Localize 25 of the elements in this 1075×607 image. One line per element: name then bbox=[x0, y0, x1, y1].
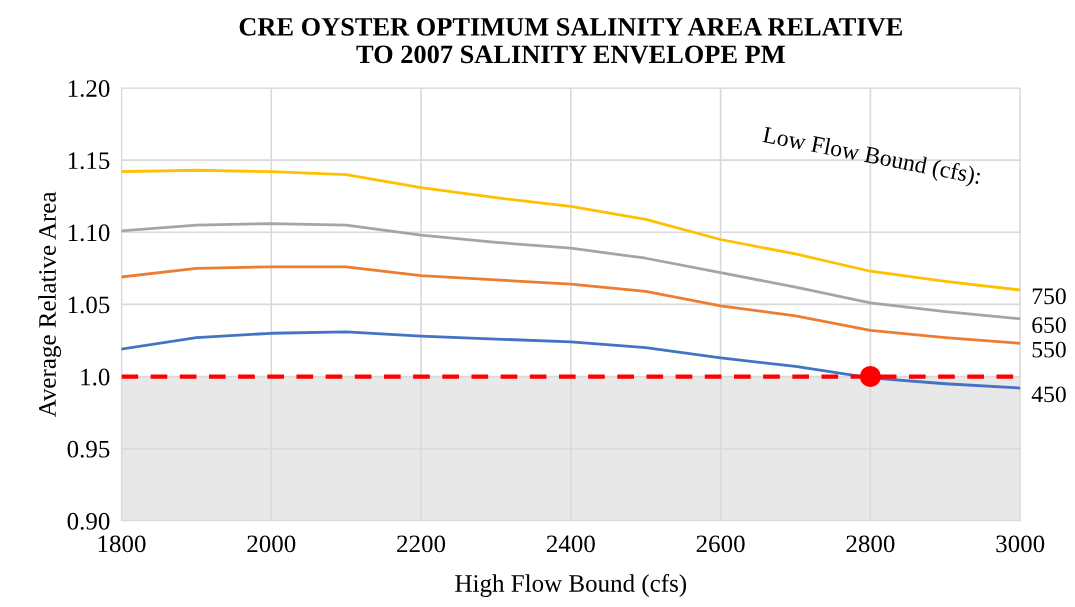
series-label: 450 bbox=[1031, 386, 1066, 403]
series-label: 550 bbox=[1032, 341, 1066, 358]
y-tick-label: 0.90 bbox=[67, 512, 110, 530]
y-tick-label: 0.95 bbox=[67, 440, 110, 458]
series-label: 650 bbox=[1032, 317, 1066, 334]
chart-title: CRE OYSTER OPTIMUM SALINITY AREA RELATIVE TO 2007 SALINITY ENVELOPE PM bbox=[239, 17, 902, 64]
line-series bbox=[121, 222, 1021, 321]
y-tick-label: 1.20 bbox=[68, 80, 110, 98]
x-tick-label: 2800 bbox=[846, 535, 895, 553]
y-tick-label: 1.15 bbox=[68, 152, 110, 170]
line-series bbox=[121, 265, 1021, 345]
x-tick-label: 2000 bbox=[247, 535, 296, 553]
y-tick-label: 1.05 bbox=[68, 296, 110, 314]
y-tick-label: 1.10 bbox=[68, 224, 110, 242]
x-axis-title: High Flow Bound (cfs) bbox=[455, 574, 687, 598]
y-tick-label: 1.0 bbox=[81, 368, 110, 386]
x-tick-label: 2400 bbox=[546, 535, 595, 553]
x-tick-label: 1800 bbox=[98, 535, 146, 553]
x-tick-label: 2200 bbox=[397, 535, 446, 553]
annotation: Low Flow Bound (cfs): bbox=[761, 125, 982, 189]
x-tick-label: 3000 bbox=[996, 535, 1045, 553]
x-tick-label: 2600 bbox=[696, 535, 745, 553]
line-series bbox=[121, 330, 1021, 390]
series-label: 750 bbox=[1032, 288, 1066, 305]
y-axis-title: Average Relative Area bbox=[38, 191, 62, 418]
